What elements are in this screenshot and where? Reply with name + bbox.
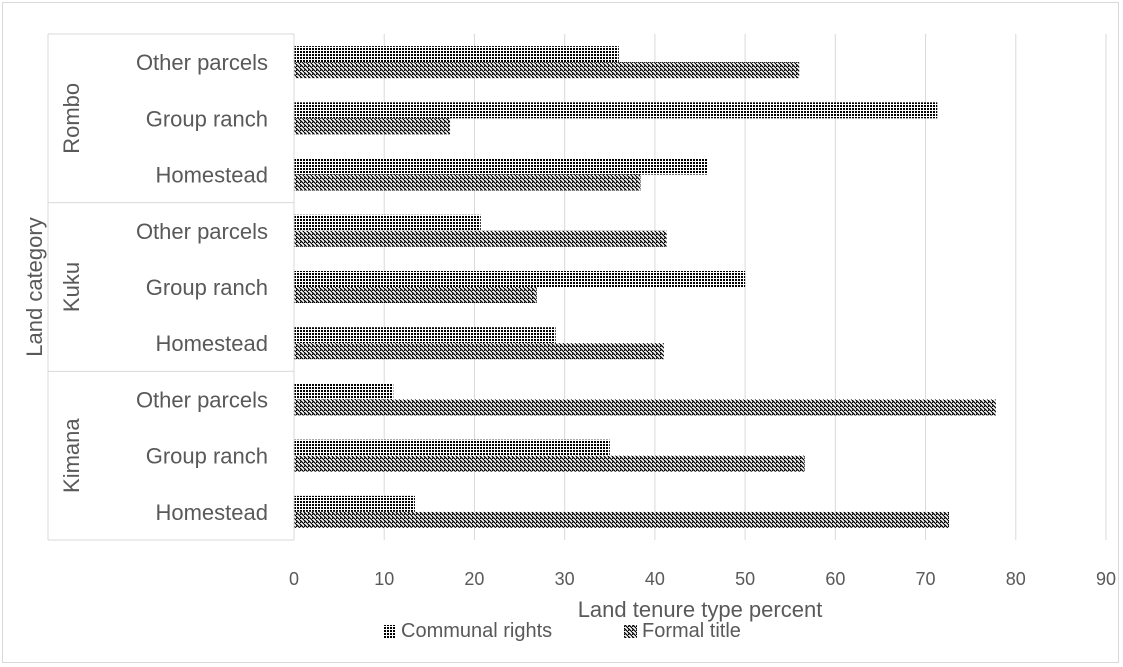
x-axis-title: Land tenure type percent (578, 597, 823, 622)
category-label-group-ranch: Group ranch (146, 275, 268, 300)
group-label-kimana: Kimana (59, 418, 84, 493)
bars (294, 46, 996, 528)
bar-communal-rights-rombo-other-parcels (294, 46, 619, 63)
group-label-rombo: Rombo (59, 83, 84, 154)
category-label-group-ranch: Group ranch (146, 444, 268, 469)
category-label-group-ranch: Group ranch (146, 106, 268, 131)
bar-communal-rights-kimana-group-ranch (294, 439, 610, 456)
x-tick-label: 70 (916, 569, 936, 589)
bar-communal-rights-kuku-group-ranch (294, 271, 746, 287)
x-tick-label: 10 (374, 569, 394, 589)
legend: Communal rights Formal title (383, 620, 741, 642)
x-tick-label: 0 (289, 569, 299, 589)
legend-swatch-communal-rights (383, 625, 396, 638)
bar-formal-title-kuku-group-ranch (294, 287, 537, 303)
bar-formal-title-kimana-other-parcels (294, 399, 996, 416)
x-tick-label: 30 (555, 569, 575, 589)
category-label-homestead: Homestead (155, 163, 268, 188)
x-tick-label: 40 (645, 569, 665, 589)
category-label-homestead: Homestead (155, 500, 268, 525)
bar-formal-title-rombo-group-ranch (294, 118, 451, 135)
bar-communal-rights-kimana-other-parcels (294, 383, 394, 400)
group-label-kuku: Kuku (59, 262, 84, 312)
legend-swatch-formal-title (624, 625, 637, 638)
x-tick-label: 20 (464, 569, 484, 589)
bar-formal-title-rombo-other-parcels (294, 62, 800, 79)
category-label-homestead: Homestead (155, 331, 268, 356)
bar-formal-title-kimana-homestead (294, 511, 950, 528)
x-tick-labels: 0 10 20 30 40 50 60 70 80 90 (289, 569, 1116, 589)
category-label-other-parcels: Other parcels (136, 50, 268, 75)
x-tick-label: 50 (735, 569, 755, 589)
bar-communal-rights-rombo-homestead (294, 158, 708, 175)
x-tick-label: 90 (1096, 569, 1116, 589)
category-label-other-parcels: Other parcels (136, 219, 268, 244)
y-axis-title: Land category (22, 217, 47, 356)
bar-communal-rights-kimana-homestead (294, 495, 415, 512)
category-axis: Homestead Group ranch Other parcels Homeste… (47, 33, 295, 541)
x-tick-label: 80 (1006, 569, 1026, 589)
bar-formal-title-kimana-group-ranch (294, 455, 805, 472)
legend-label-formal-title: Formal title (642, 620, 741, 642)
bar-communal-rights-kuku-homestead (294, 327, 556, 344)
x-tick-label: 60 (825, 569, 845, 589)
bar-formal-title-kuku-other-parcels (294, 230, 667, 247)
bar-formal-title-rombo-homestead (294, 174, 641, 191)
bar-formal-title-kuku-homestead (294, 343, 664, 360)
legend-label-communal-rights: Communal rights (401, 620, 552, 642)
bar-communal-rights-rombo-group-ranch (294, 102, 938, 119)
bar-communal-rights-kuku-other-parcels (294, 214, 481, 231)
category-label-other-parcels: Other parcels (136, 387, 268, 412)
